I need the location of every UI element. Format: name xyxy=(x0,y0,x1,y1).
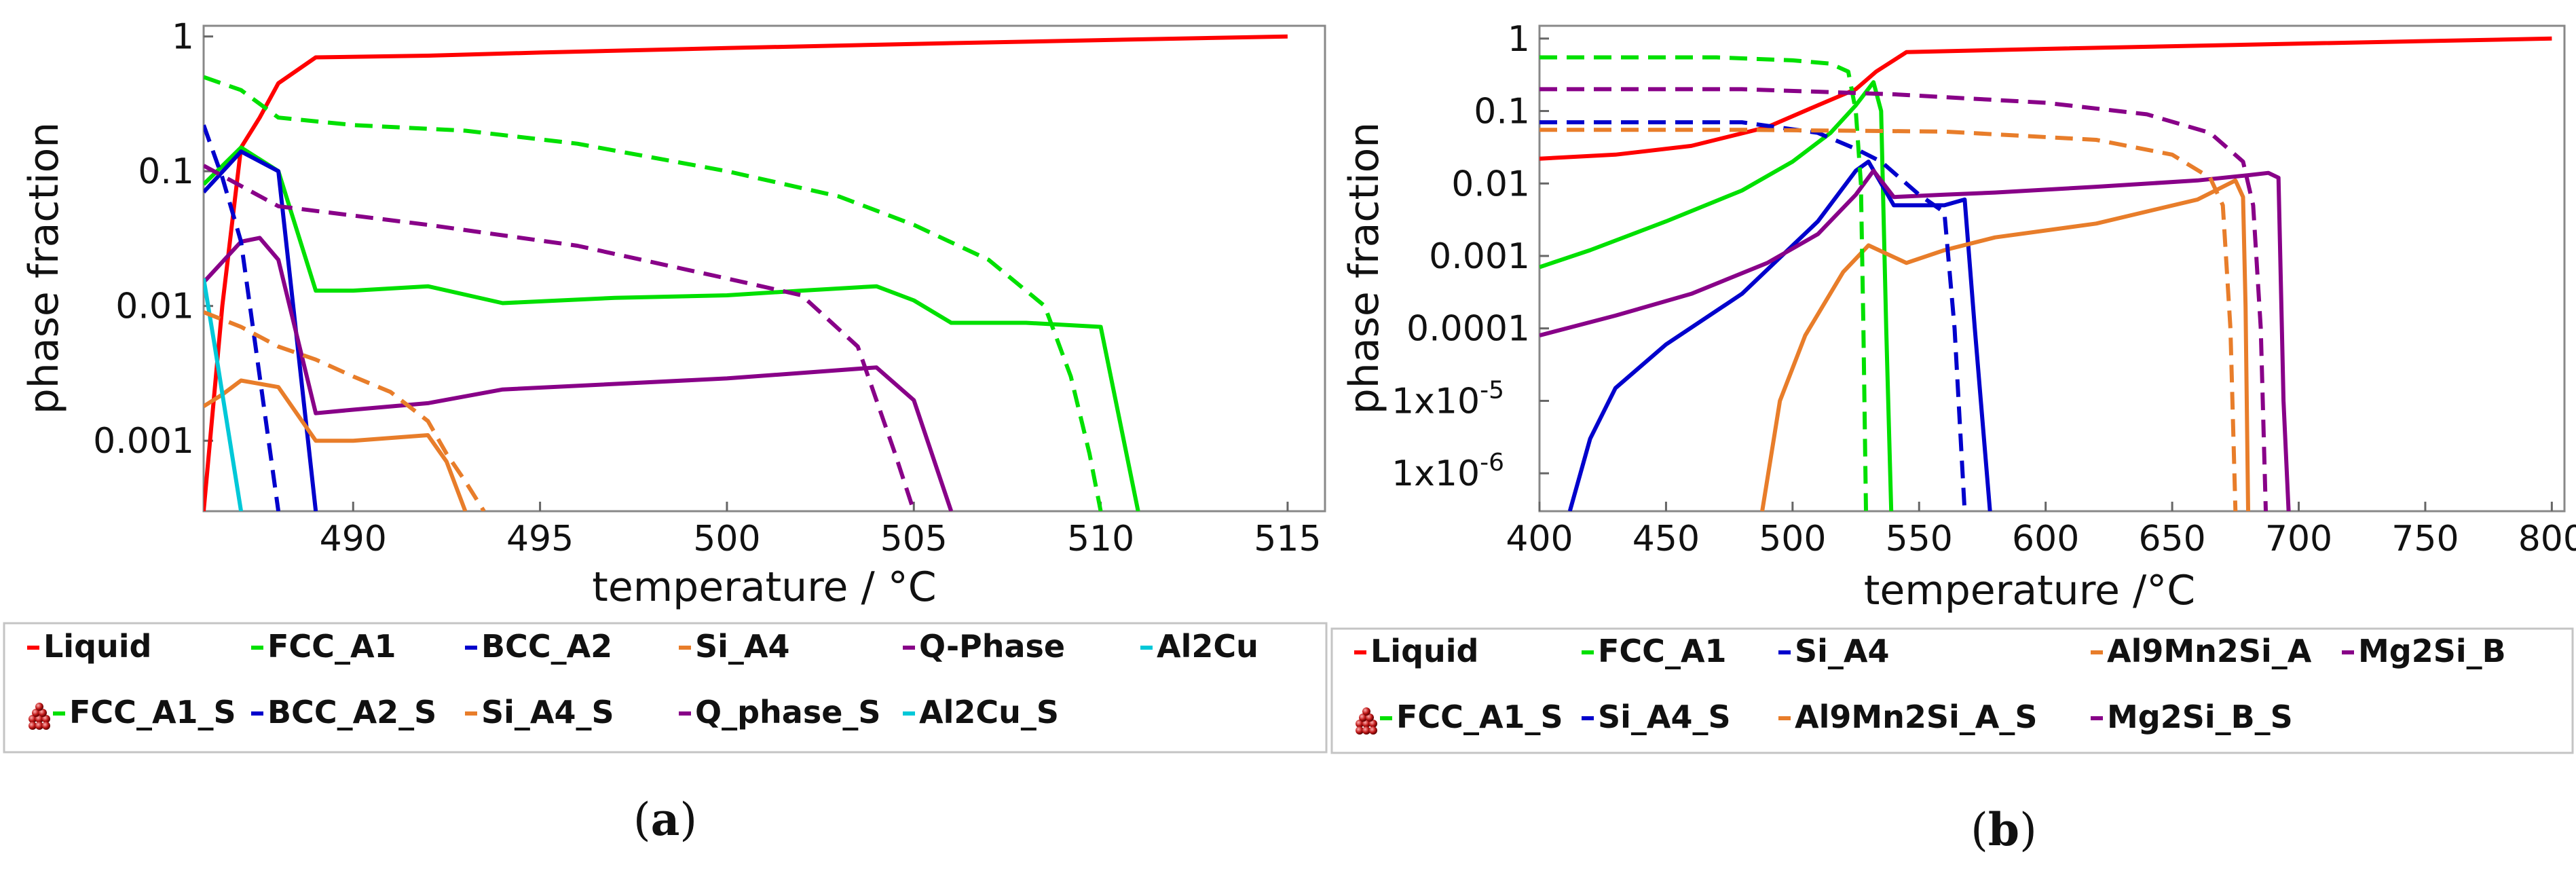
panel-a-y-axis-label: phase fraction xyxy=(20,122,68,415)
panel-b-y-tick-label: 0.1 xyxy=(1474,92,1530,132)
panel-a-x-tick-label: 510 xyxy=(1067,519,1134,559)
panel-a-series-group xyxy=(204,34,1288,511)
legend-entry-si-a4-s: Si_A4_S xyxy=(1598,699,1731,735)
series-line-q-phase xyxy=(204,236,954,511)
series-line-mg2si-b-s xyxy=(1539,87,2268,511)
legend-entry-al2cu-s: Al2Cu_S xyxy=(919,694,1059,730)
legend-entry-bcc-a2-s: BCC_A2_S xyxy=(267,694,436,730)
panel-a-caption-letter: a xyxy=(651,793,680,846)
legend-entry-si-a4-s: Si_A4_S xyxy=(481,694,614,730)
legend-entry-mg2si-b-s: Mg2Si_B_S xyxy=(2107,699,2293,735)
series-line-si-a4-s xyxy=(1539,120,1967,511)
series-line-al9mn2si-a xyxy=(1760,178,2250,511)
stacked-spheres-icon xyxy=(1356,707,1377,735)
series-line-bcc-a2-s xyxy=(204,124,281,511)
series-line-si-a4-s xyxy=(204,310,486,511)
panel-b-caption-open: ( xyxy=(1971,804,1988,856)
panel-b-legend-box xyxy=(1330,627,2574,754)
panel-a-x-tick-label: 495 xyxy=(506,519,574,559)
panel-a-x-tick-label: 505 xyxy=(880,519,948,559)
panel-b-x-tick-label: 750 xyxy=(2391,519,2459,559)
panel-b-legend: Liquid FCC_A1 Si_A4 Al9Mn2Si_A Mg2Si_B FCC_A1… xyxy=(1354,633,2506,735)
panel-a-y-tick-label: 1 xyxy=(172,17,194,58)
panel-b-plot-frame xyxy=(1538,24,2566,513)
panel-b-x-tick-label: 500 xyxy=(1759,519,1826,559)
series-line-al2cu xyxy=(204,278,244,511)
panel-b-x-tick-label: 800 xyxy=(2518,519,2576,559)
panel-b-y-axis-label: phase fraction xyxy=(1341,122,1388,415)
series-line-fcc-a1-s xyxy=(204,75,1103,511)
panel-a-plot-frame xyxy=(202,24,1326,513)
panel-a-legend: Liquid FCC_A1 BCC_A2 Si_A4 Q-Phase Al2Cu FCC_A… xyxy=(27,628,1258,730)
panel-b-x-tick-label: 650 xyxy=(2138,519,2205,559)
legend-entry-liquid: Liquid xyxy=(1370,633,1478,669)
panel-a-caption-close: ) xyxy=(679,794,697,846)
series-line-si-a4 xyxy=(1567,160,1992,511)
legend-entry-q-phase: Q-Phase xyxy=(919,628,1065,665)
panel-a-legend-box xyxy=(3,622,1328,754)
panel-b-x-tick-label: 450 xyxy=(1632,519,1700,559)
panel-b-caption-letter: b xyxy=(1988,803,2019,856)
panel-b-y-tick-label: 1x10-6 xyxy=(1392,449,1504,494)
panel-a-x-axis-label: temperature / °C xyxy=(592,563,936,611)
series-line-liquid xyxy=(204,34,1288,511)
panel-a-x-tick-label: 500 xyxy=(693,519,760,559)
series-line-fcc-a1 xyxy=(204,145,1140,511)
legend-entry-al9mn2si-a-s: Al9Mn2Si_A_S xyxy=(1795,699,2038,735)
legend-entry-bcc-a2: BCC_A2 xyxy=(481,628,612,665)
panel-b-chart: 400 450 500 550 600 650 700 750 800 1 0.1 0.01 0.001… xyxy=(1330,19,2576,856)
legend-entry-al9mn2si-a: Al9Mn2Si_A xyxy=(2107,633,2312,669)
panel-a-x-tick-label: 490 xyxy=(320,519,387,559)
legend-entry-si-a4: Si_A4 xyxy=(1795,633,1890,669)
series-line-q-phase-s xyxy=(204,164,916,511)
series-line-si-a4 xyxy=(204,378,468,511)
legend-entry-liquid: Liquid xyxy=(43,628,151,665)
panel-a-caption-open: ( xyxy=(633,794,651,846)
panel-b-y-tick-label: 0.001 xyxy=(1429,236,1530,277)
legend-entry-mg2si-b: Mg2Si_B xyxy=(2358,633,2506,669)
panel-b-x-axis-label: temperature /°C xyxy=(1864,567,2195,614)
legend-entry-fcc-a1: FCC_A1 xyxy=(267,628,396,665)
legend-entry-si-a4: Si_A4 xyxy=(695,628,790,665)
panel-b-y-tick-label: 0.01 xyxy=(1451,164,1530,204)
panel-b-x-tick-label: 550 xyxy=(1886,519,1953,559)
stacked-spheres-icon xyxy=(29,703,50,730)
series-line-fcc-a1-s xyxy=(1539,55,1868,511)
panel-b-caption: (b) xyxy=(1971,803,2037,856)
panel-a-axis-ticks: 490 495 500 505 510 515 1 0.1 0.01 0.001 xyxy=(93,17,1321,559)
series-line-liquid xyxy=(1539,36,2552,161)
panel-b-y-tick-label: 1 xyxy=(1508,19,1530,60)
legend-entry-al2cu: Al2Cu xyxy=(1157,628,1258,665)
panel-b-x-tick-label: 400 xyxy=(1506,519,1573,559)
panel-b-caption-close: ) xyxy=(2019,804,2037,856)
series-line-mg2si-b xyxy=(1539,168,2291,511)
panel-a-caption: (a) xyxy=(633,793,697,846)
legend-entry-fcc-a1: FCC_A1 xyxy=(1598,633,1727,669)
panel-a-y-tick-label: 0.01 xyxy=(115,286,194,327)
panel-a-x-tick-label: 515 xyxy=(1254,519,1321,559)
legend-entry-fcc-a1-s: FCC_A1_S xyxy=(1396,699,1563,735)
panel-b-x-tick-label: 600 xyxy=(2012,519,2079,559)
panel-a-y-tick-label: 0.001 xyxy=(93,421,194,462)
panel-b-axis-ticks: 400 450 500 550 600 650 700 750 800 1 0.1 0.01 0.001… xyxy=(1392,19,2576,559)
panel-b-y-tick-label: 1x10-5 xyxy=(1392,376,1504,422)
legend-entry-fcc-a1-s: FCC_A1_S xyxy=(69,694,236,730)
panel-b-series-group xyxy=(1539,36,2552,511)
panel-b-y-tick-label: 0.0001 xyxy=(1406,309,1530,350)
panel-b-x-tick-label: 700 xyxy=(2265,519,2332,559)
legend-entry-q-phase-s: Q_phase_S xyxy=(695,694,881,730)
panel-a-chart: 490 495 500 505 510 515 1 0.1 0.01 0.001 temperat… xyxy=(3,17,1328,846)
series-line-al9mn2si-a-s xyxy=(1539,128,2238,511)
panel-a-y-tick-label: 0.1 xyxy=(138,151,194,192)
